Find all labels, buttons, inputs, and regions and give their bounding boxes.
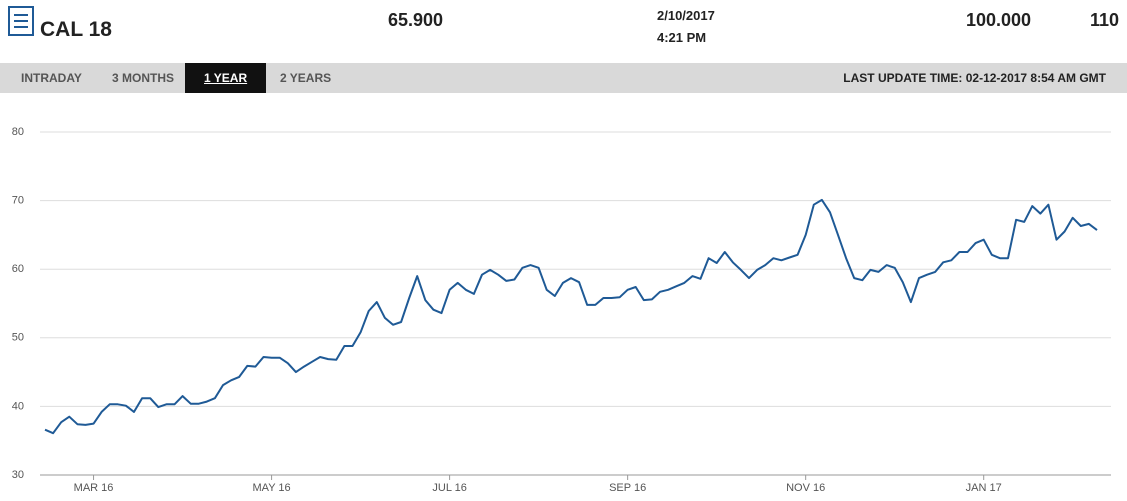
- x-tick-label: SEP 16: [609, 482, 646, 494]
- x-tick-label: NOV 16: [786, 482, 825, 494]
- y-tick-label: 50: [12, 332, 24, 344]
- x-tick-label: JUL 16: [432, 482, 466, 494]
- tab-bar: LAST UPDATE TIME: 02-12-2017 8:54 AM GMT…: [0, 63, 1127, 93]
- x-tick-label: MAY 16: [253, 482, 291, 494]
- volume: 100.000: [966, 10, 1032, 30]
- range-tab[interactable]: INTRADAY: [21, 71, 82, 85]
- range-tab[interactable]: 2 YEARS: [280, 71, 332, 85]
- date: 2/10/2017: [657, 8, 715, 23]
- x-tick-label: MAR 16: [74, 482, 114, 494]
- time: 4:21 PM: [657, 30, 707, 45]
- instrument-title: CAL 18: [40, 18, 112, 41]
- x-tick-label: JAN 17: [966, 482, 1002, 494]
- extra-value: 110: [1090, 10, 1120, 30]
- range-tab[interactable]: 1 YEAR: [185, 63, 267, 93]
- y-tick-label: 80: [12, 126, 24, 138]
- price-line: [44, 198, 1098, 435]
- y-tick-label: 60: [12, 263, 24, 275]
- chart: 30 40 50 60 70 80 MAR 16 MAY 16 JUL 16 SEP 16 NOV …: [12, 126, 1111, 494]
- y-tick-label: 30: [12, 469, 24, 481]
- last-update: LAST UPDATE TIME: 02-12-2017 8:54 AM GMT: [843, 71, 1106, 85]
- price: 65.900: [388, 10, 444, 30]
- y-tick-label: 70: [12, 195, 24, 207]
- range-tab[interactable]: 3 MONTHS: [112, 71, 175, 85]
- y-tick-label: 40: [12, 400, 24, 412]
- app-icon: [8, 6, 34, 36]
